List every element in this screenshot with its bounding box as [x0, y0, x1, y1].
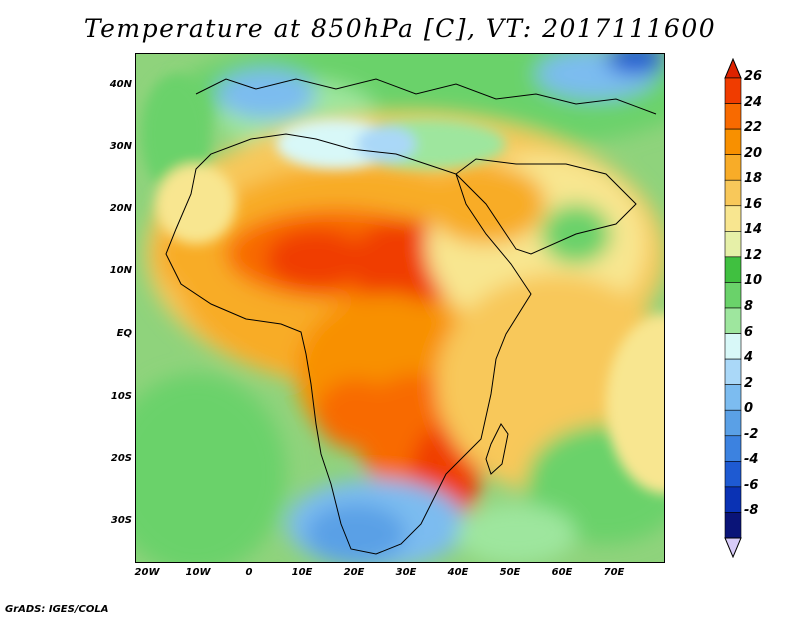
colorbar-swatch — [724, 409, 742, 437]
lon-label-40e: 40E — [447, 567, 469, 578]
colorbar-bottom-triangle — [724, 537, 742, 558]
colorbar-label: 14 — [744, 222, 763, 238]
footer-credit: GrADS: IGES/COLA — [5, 604, 109, 615]
colorbar-swatch — [724, 461, 742, 488]
lon-label-50e: 50E — [499, 567, 521, 578]
colorbar-swatch — [724, 282, 742, 309]
lon-label-20w: 20W — [134, 567, 160, 578]
colorbar-swatch — [724, 77, 742, 104]
colorbar-label: 10 — [744, 273, 763, 289]
colorbar-label: 12 — [744, 247, 763, 263]
lon-label-30e: 30E — [395, 567, 417, 578]
colorbar-label: -4 — [744, 452, 759, 468]
colorbar-label: 16 — [744, 196, 763, 212]
colorbar-swatch — [724, 231, 742, 258]
colorbar-label: 4 — [744, 350, 754, 366]
colorbar-swatch — [724, 512, 742, 539]
map-canvas — [136, 54, 664, 562]
lat-label-20s: 20S — [110, 453, 132, 464]
colorbar-swatch — [724, 154, 742, 181]
lat-label-eq: EQ — [116, 328, 132, 339]
colorbar-swatch — [724, 384, 742, 411]
map-title: Temperature at 850hPa [C], VT: 201711160… — [83, 14, 717, 43]
temperature-field-detail — [141, 74, 664, 494]
colorbar-label: 0 — [744, 401, 754, 417]
colorbar-label: 18 — [744, 171, 763, 187]
coastlines — [165, 78, 657, 555]
lat-label-30s: 30S — [110, 515, 132, 526]
temperature-map — [135, 53, 665, 563]
colorbar-label: 2 — [744, 375, 754, 391]
colorbar — [724, 58, 742, 558]
colorbar-swatch — [724, 128, 742, 155]
colorbar-label: 26 — [744, 69, 763, 84]
colorbar-label: -2 — [744, 426, 759, 442]
lat-label-40n: 40N — [109, 79, 132, 90]
temperature-field — [136, 54, 664, 562]
lon-label-60e: 60E — [551, 567, 573, 578]
colorbar-swatch — [724, 103, 742, 130]
lon-label-0: 0 — [245, 567, 253, 578]
lat-label-10s: 10S — [110, 391, 132, 402]
colorbar-swatch — [724, 333, 742, 360]
colorbar-swatch — [724, 205, 742, 232]
colorbar-label: -6 — [744, 477, 759, 493]
lon-label-10w: 10W — [185, 567, 211, 578]
colorbar-swatch — [724, 256, 742, 283]
colorbar-swatch — [724, 435, 742, 462]
colorbar-swatch — [724, 179, 742, 207]
colorbar-swatch — [724, 358, 742, 385]
lat-label-30n: 30N — [109, 141, 132, 152]
lat-label-20n: 20N — [109, 203, 132, 214]
colorbar-label: 20 — [744, 145, 763, 161]
lat-label-10n: 10N — [109, 265, 132, 276]
colorbar-top-triangle — [724, 58, 742, 79]
colorbar-label: 24 — [744, 94, 763, 110]
colorbar-swatch — [724, 486, 742, 513]
colorbar-swatch — [724, 307, 742, 334]
lon-label-20e: 20E — [343, 567, 365, 578]
colorbar-label: 6 — [744, 324, 754, 340]
colorbar-label: 22 — [744, 120, 763, 136]
lon-label-10e: 10E — [291, 567, 313, 578]
colorbar-label: 8 — [744, 299, 754, 314]
lon-label-70e: 70E — [603, 567, 625, 578]
colorbar-label: -8 — [744, 503, 759, 519]
